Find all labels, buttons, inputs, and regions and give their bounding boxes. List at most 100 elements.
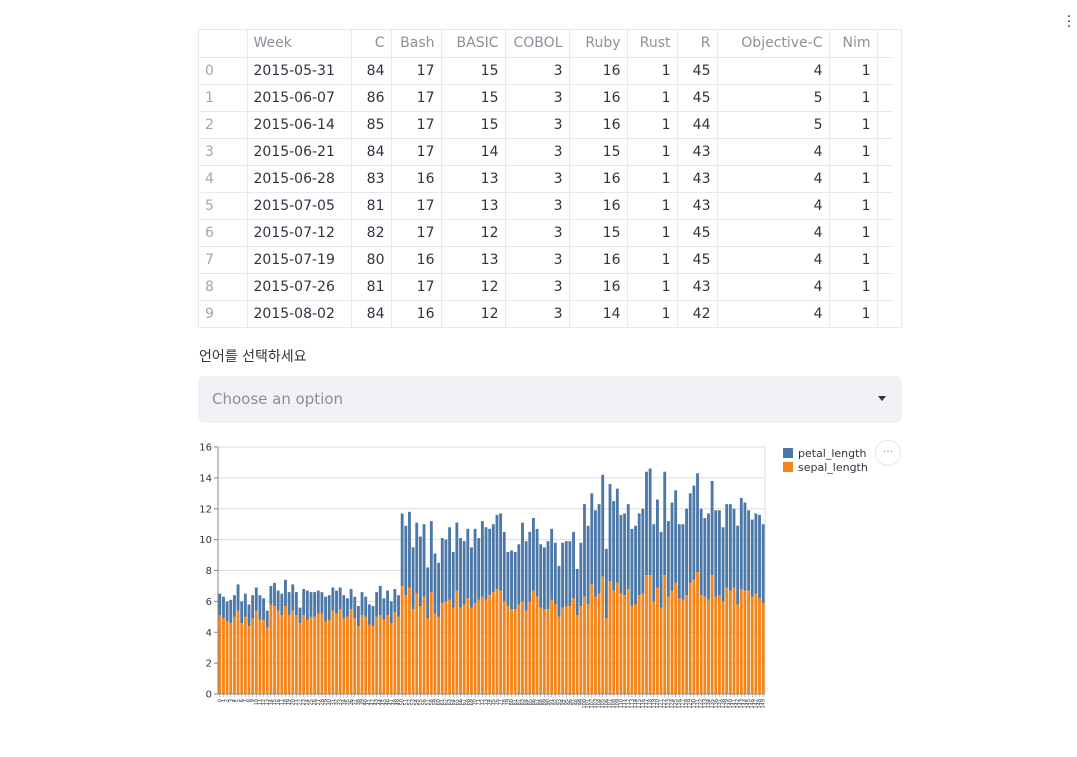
table-cell[interactable]: 17 — [391, 111, 442, 139]
table-cell[interactable]: 3 — [505, 84, 570, 112]
table-cell[interactable]: 4 — [717, 300, 830, 327]
table-cell[interactable]: 3 — [505, 219, 570, 247]
legend-item-petal-length[interactable]: petal_length — [783, 446, 868, 460]
table-cell[interactable]: 3 — [505, 300, 570, 327]
table-cell[interactable]: 2015-07-19 — [247, 246, 352, 274]
table-cell[interactable]: 2015-06-14 — [247, 111, 352, 139]
table-cell[interactable]: 1 — [627, 273, 678, 301]
table-cell[interactable]: 84 — [351, 57, 392, 85]
table-cell[interactable]: 16 — [391, 246, 442, 274]
table-cell[interactable]: 1 — [627, 219, 678, 247]
row-index[interactable]: 4 — [199, 165, 248, 193]
table-cell[interactable]: 80 — [351, 246, 392, 274]
row-index[interactable]: 7 — [199, 246, 248, 274]
column-header[interactable]: Rust — [627, 30, 678, 58]
table-cell[interactable]: 84 — [351, 138, 392, 166]
table-cell[interactable]: 1 — [627, 138, 678, 166]
table-cell[interactable]: 2015-06-28 — [247, 165, 352, 193]
table-cell[interactable]: 1 — [829, 84, 878, 112]
table-cell[interactable]: 17 — [391, 219, 442, 247]
table-cell[interactable]: 1 — [829, 57, 878, 85]
table-cell[interactable]: 14 — [441, 138, 506, 166]
table-row[interactable]: 3 2015-06-21 84 17 14 3 15 1 43 4 1 — [199, 138, 893, 166]
row-index[interactable]: 6 — [199, 219, 248, 247]
table-row[interactable]: 9 2015-08-02 84 16 12 3 14 1 42 4 1 — [199, 300, 893, 327]
table-cell[interactable]: 17 — [391, 192, 442, 220]
table-cell[interactable]: 1 — [829, 111, 878, 139]
table-cell[interactable]: 17 — [391, 138, 442, 166]
column-header[interactable]: Nim — [829, 30, 878, 58]
table-cell[interactable]: 16 — [569, 192, 628, 220]
table-cell[interactable]: 17 — [391, 84, 442, 112]
table-cell[interactable]: 13 — [441, 246, 506, 274]
column-header[interactable]: C — [351, 30, 392, 58]
table-cell[interactable]: 45 — [677, 84, 718, 112]
table-cell[interactable]: 1 — [627, 165, 678, 193]
table-cell[interactable]: 84 — [351, 300, 392, 327]
table-cell[interactable]: 1 — [829, 192, 878, 220]
table-cell[interactable]: 81 — [351, 273, 392, 301]
table-cell[interactable]: 2015-06-07 — [247, 84, 352, 112]
table-cell[interactable]: 15 — [569, 138, 628, 166]
legend-item-sepal-length[interactable]: sepal_length — [783, 460, 868, 474]
table-cell[interactable]: 85 — [351, 111, 392, 139]
table-cell[interactable]: 42 — [677, 300, 718, 327]
table-cell[interactable]: 1 — [829, 165, 878, 193]
table-cell[interactable]: 16 — [391, 300, 442, 327]
table-cell[interactable]: 4 — [717, 138, 830, 166]
table-cell[interactable]: 43 — [677, 273, 718, 301]
row-index[interactable]: 2 — [199, 111, 248, 139]
table-cell[interactable]: 1 — [829, 219, 878, 247]
table-cell[interactable]: 43 — [677, 192, 718, 220]
table-cell[interactable]: 1 — [627, 57, 678, 85]
table-cell[interactable]: 1 — [829, 300, 878, 327]
table-cell[interactable]: 4 — [717, 165, 830, 193]
table-cell[interactable]: 4 — [717, 273, 830, 301]
table-cell[interactable]: 82 — [351, 219, 392, 247]
table-row[interactable]: 4 2015-06-28 83 16 13 3 16 1 43 4 1 — [199, 165, 893, 193]
table-cell[interactable]: 4 — [717, 246, 830, 274]
table-cell[interactable]: 16 — [569, 273, 628, 301]
table-cell[interactable]: 16 — [391, 165, 442, 193]
table-cell[interactable]: 16 — [569, 84, 628, 112]
table-cell[interactable]: 3 — [505, 192, 570, 220]
column-header[interactable]: Ruby — [569, 30, 628, 58]
table-cell[interactable]: 13 — [441, 192, 506, 220]
row-index[interactable]: 9 — [199, 300, 248, 327]
table-cell[interactable]: 1 — [627, 111, 678, 139]
table-cell[interactable]: 15 — [441, 84, 506, 112]
table-cell[interactable]: 1 — [627, 84, 678, 112]
row-index[interactable]: 8 — [199, 273, 248, 301]
table-row[interactable]: 0 2015-05-31 84 17 15 3 16 1 45 4 1 — [199, 57, 893, 85]
table-cell[interactable]: 3 — [505, 246, 570, 274]
column-header[interactable]: BASIC — [441, 30, 506, 58]
table-cell[interactable]: 15 — [441, 111, 506, 139]
table-cell[interactable]: 16 — [569, 246, 628, 274]
column-header[interactable]: COBOL — [505, 30, 570, 58]
table-cell[interactable]: 44 — [677, 111, 718, 139]
table-cell[interactable]: 15 — [569, 219, 628, 247]
table-cell[interactable]: 3 — [505, 165, 570, 193]
language-select[interactable]: Choose an option — [198, 376, 902, 423]
table-cell[interactable]: 13 — [441, 165, 506, 193]
chart-actions-button[interactable]: ··· — [875, 440, 901, 466]
table-cell[interactable]: 43 — [677, 165, 718, 193]
table-cell[interactable]: 3 — [505, 138, 570, 166]
dataframe-table[interactable]: Week C Bash BASIC COBOL Ruby Rust R Objective-C N… — [198, 29, 902, 328]
table-row[interactable]: 5 2015-07-05 81 17 13 3 16 1 43 4 1 — [199, 192, 893, 220]
table-cell[interactable]: 17 — [391, 57, 442, 85]
table-cell[interactable]: 45 — [677, 219, 718, 247]
column-header[interactable] — [199, 30, 248, 58]
table-cell[interactable]: 1 — [829, 138, 878, 166]
caret-down-icon[interactable] — [878, 396, 886, 401]
column-header[interactable]: Bash — [391, 30, 442, 58]
table-cell[interactable]: 16 — [569, 165, 628, 193]
table-cell[interactable]: 1 — [829, 246, 878, 274]
row-index[interactable]: 0 — [199, 57, 248, 85]
table-cell[interactable]: 3 — [505, 111, 570, 139]
column-header[interactable]: Week — [247, 30, 352, 58]
table-row[interactable]: 6 2015-07-12 82 17 12 3 15 1 45 4 1 — [199, 219, 893, 247]
table-cell[interactable]: 2015-08-02 — [247, 300, 352, 327]
table-cell[interactable]: 45 — [677, 246, 718, 274]
table-row[interactable]: 7 2015-07-19 80 16 13 3 16 1 45 4 1 — [199, 246, 893, 274]
